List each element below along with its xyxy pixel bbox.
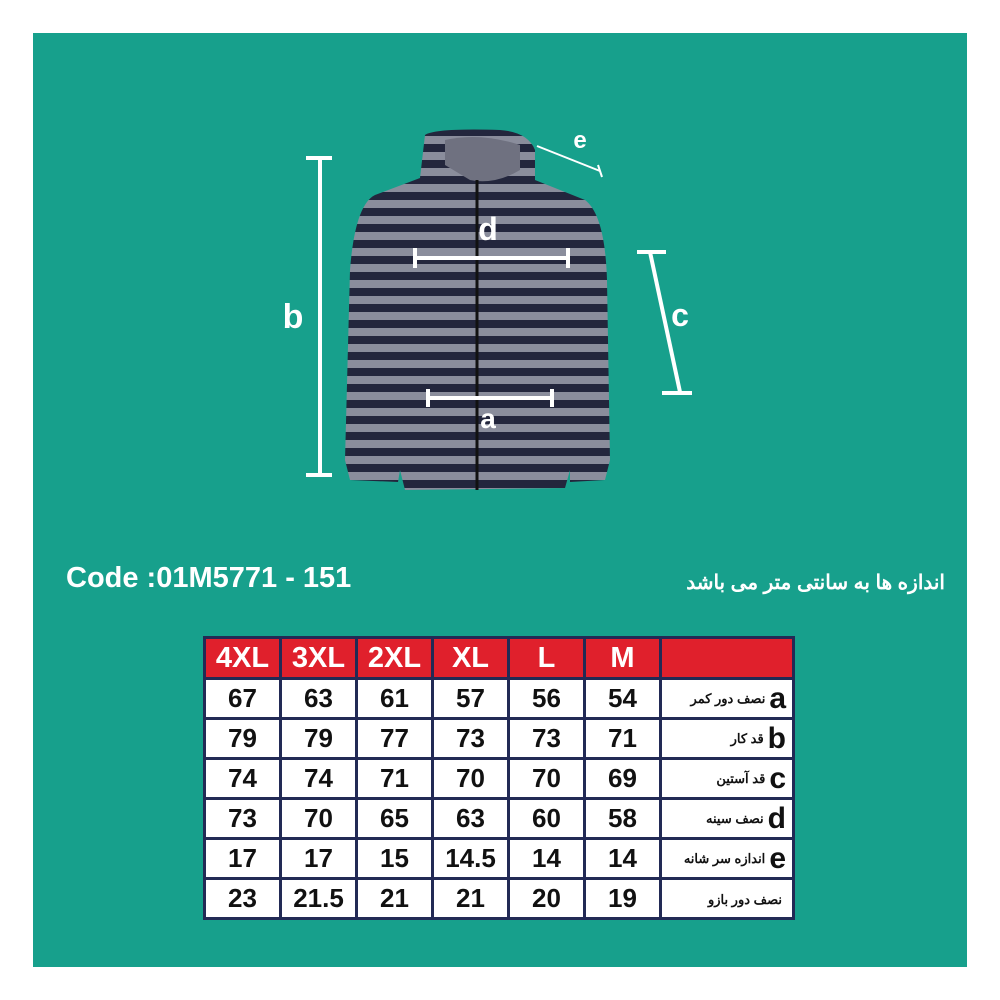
measurement-cell: 73: [434, 720, 507, 757]
measurement-cell: 17: [282, 840, 355, 877]
measurement-letter: d: [767, 801, 786, 835]
size-header: M: [586, 639, 659, 677]
measurement-cell: 67: [206, 680, 279, 717]
measurement-cell: 77: [358, 720, 431, 757]
measurement-cell: 14: [586, 840, 659, 877]
measurement-name: نصف دور کمر: [690, 690, 766, 706]
measurement-cell: 79: [206, 720, 279, 757]
measurement-cell: 21: [434, 880, 507, 917]
table-row: 17 17 15 14.5 14 14 اندازه سر شانه e: [206, 840, 792, 877]
size-header: 3XL: [282, 639, 355, 677]
table-row: 23 21.5 21 21 20 19 نصف دور بازو: [206, 880, 792, 917]
table-row: 74 74 71 70 70 69 قد آستین c: [206, 760, 792, 797]
size-header: 4XL: [206, 639, 279, 677]
measurement-cell: 60: [510, 800, 583, 837]
measurement-cell: 74: [282, 760, 355, 797]
measurement-letter: e: [769, 841, 786, 875]
measurement-cell: 69: [586, 760, 659, 797]
measurement-cell: 70: [282, 800, 355, 837]
size-header: L: [510, 639, 583, 677]
units-note: اندازه ها به سانتی متر می باشد: [686, 572, 945, 594]
measurement-label: نصف سینه d: [662, 800, 792, 837]
measurement-label: اندازه سر شانه e: [662, 840, 792, 877]
measurement-cell: 17: [206, 840, 279, 877]
size-table: 4XL 3XL 2XL XL L M 67 63 61 57 56 54 نصف دور ک…: [203, 636, 795, 920]
label-header: [662, 639, 792, 677]
measurement-letter: c: [769, 761, 786, 795]
measurement-label: نصف دور کمر a: [662, 680, 792, 717]
measurement-cell: 56: [510, 680, 583, 717]
measurement-cell: 73: [206, 800, 279, 837]
table-row: 67 63 61 57 56 54 نصف دور کمر a: [206, 680, 792, 717]
measurement-cell: 79: [282, 720, 355, 757]
measurement-label: قد آستین c: [662, 760, 792, 797]
measurement-cell: 73: [510, 720, 583, 757]
measurement-name: قد کار: [730, 730, 764, 746]
measurement-cell: 14: [510, 840, 583, 877]
table-row: 79 79 77 73 73 71 قد کار b: [206, 720, 792, 757]
measure-lines: [306, 145, 692, 477]
size-header: XL: [434, 639, 507, 677]
measurement-cell: 70: [434, 760, 507, 797]
measurement-cell: 61: [358, 680, 431, 717]
measurement-cell: 14.5: [434, 840, 507, 877]
measurement-cell: 21.5: [282, 880, 355, 917]
measurement-name: قد آستین: [716, 770, 766, 786]
measurement-letter: b: [767, 721, 786, 755]
label-d: d: [478, 211, 498, 247]
hoodie-image: [345, 129, 610, 491]
measurement-cell: 54: [586, 680, 659, 717]
measurement-cell: 57: [434, 680, 507, 717]
product-code: Code :01M5771 - 151: [66, 562, 352, 594]
measurement-name: اندازه سر شانه: [683, 850, 766, 866]
size-header: 2XL: [358, 639, 431, 677]
measurement-label: قد کار b: [662, 720, 792, 757]
measurement-name: نصف سینه: [706, 810, 764, 826]
measurement-cell: 65: [358, 800, 431, 837]
size-header-row: 4XL 3XL 2XL XL L M: [206, 639, 792, 677]
label-b: b: [283, 298, 304, 336]
label-c: c: [671, 297, 689, 333]
measurement-cell: 70: [510, 760, 583, 797]
measurement-cell: 58: [586, 800, 659, 837]
measurement-name: نصف دور بازو: [707, 892, 782, 908]
measurement-cell: 20: [510, 880, 583, 917]
measurement-cell: 71: [358, 760, 431, 797]
table-row: 73 70 65 63 60 58 نصف سینه d: [206, 800, 792, 837]
label-a: a: [480, 403, 496, 434]
label-e: e: [573, 127, 586, 154]
measurement-letter: a: [769, 681, 786, 715]
measurement-cell: 21: [358, 880, 431, 917]
measurement-cell: 15: [358, 840, 431, 877]
measurement-cell: 71: [586, 720, 659, 757]
measurement-cell: 23: [206, 880, 279, 917]
measurement-cell: 63: [434, 800, 507, 837]
measurement-cell: 63: [282, 680, 355, 717]
measurement-label: نصف دور بازو: [662, 880, 792, 917]
measurement-cell: 19: [586, 880, 659, 917]
measurement-cell: 74: [206, 760, 279, 797]
